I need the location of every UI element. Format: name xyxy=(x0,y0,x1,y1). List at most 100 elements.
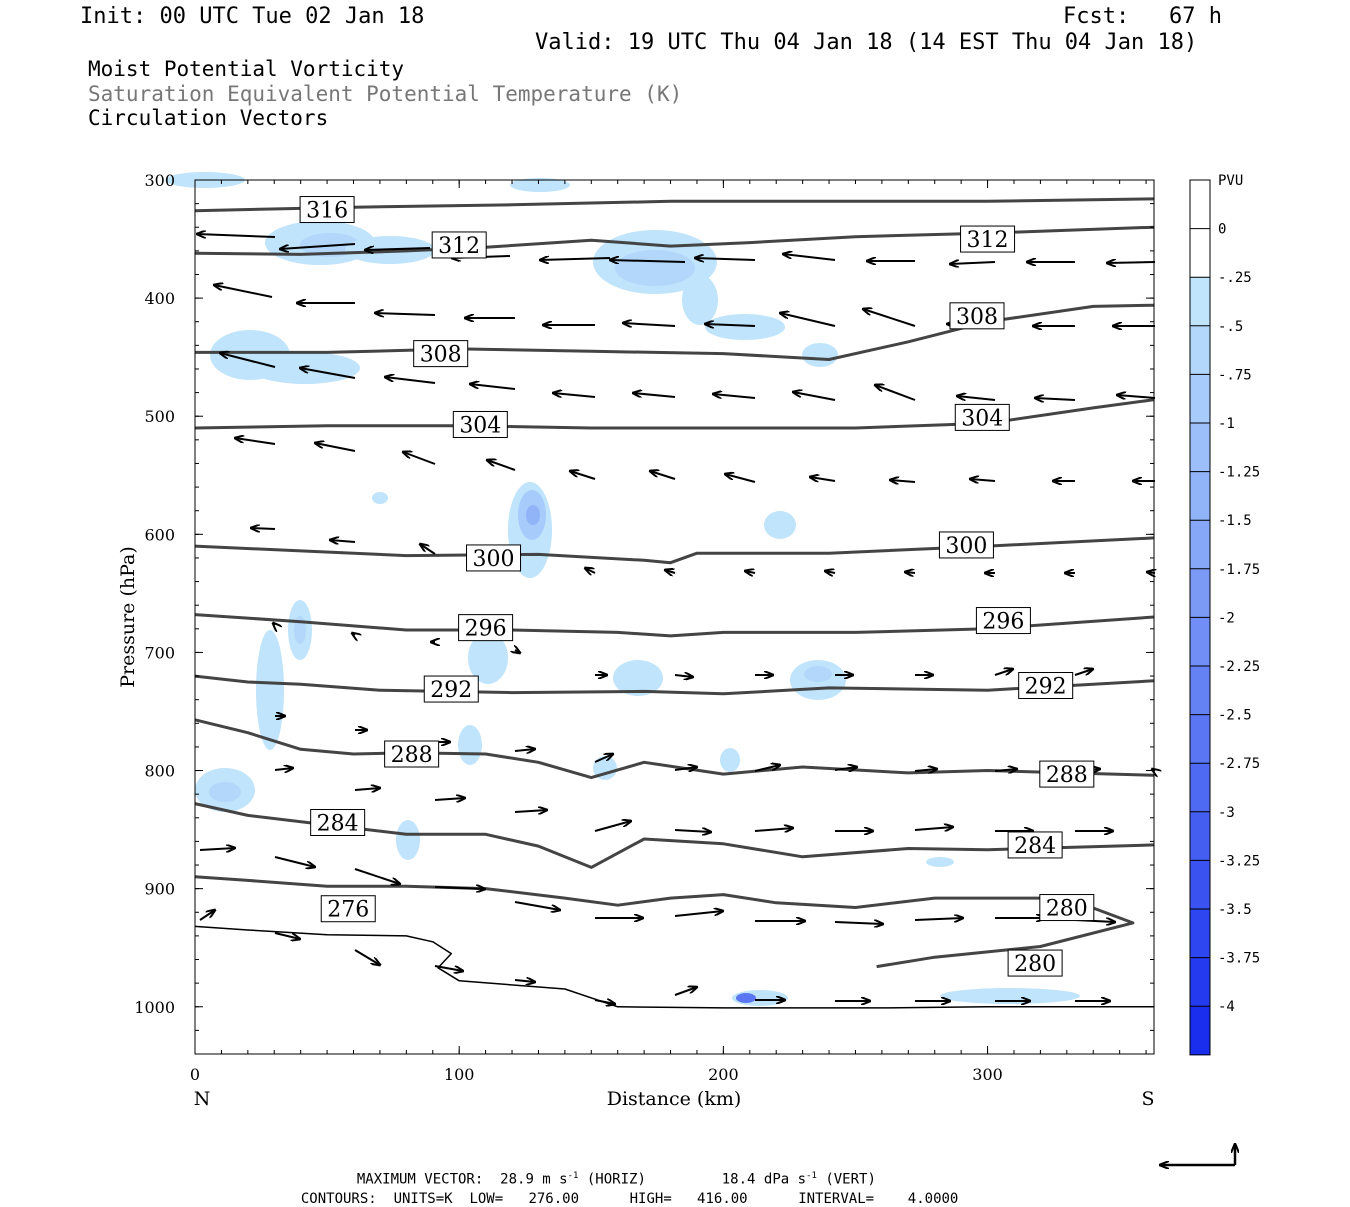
contour-label-292-right: 292 xyxy=(1025,675,1067,700)
valid-time: Valid: 19 UTC Thu 04 Jan 18 (14 EST Thu … xyxy=(535,30,1198,55)
contour-label-288-right: 288 xyxy=(1046,763,1088,788)
max-vector-vert-exp: -1 xyxy=(806,1171,817,1181)
circulation-vector xyxy=(780,313,836,327)
x-tick-label: 200 xyxy=(708,1065,739,1084)
theta-e-contour-304 xyxy=(194,398,1155,430)
circulation-vector xyxy=(274,768,293,770)
circulation-vector xyxy=(197,234,276,237)
colorbar-swatch xyxy=(1189,616,1211,667)
circulation-vector xyxy=(674,987,697,996)
x-tick-label: 100 xyxy=(444,1065,475,1084)
circulation-vector xyxy=(970,479,996,481)
colorbar-swatch xyxy=(1189,568,1211,618)
y-tick-label: 900 xyxy=(144,880,175,899)
max-vector-vert: 18.4 dPa s xyxy=(721,1171,807,1188)
colorbar-swatch xyxy=(1189,471,1211,521)
pv-colorbar: 0 -.25 -.5 -.75 -1 -1.25 -1.5 -1.75 -2 -2.25 -2.5 -… xyxy=(1189,179,1260,1056)
circulation-vector xyxy=(674,830,711,832)
contour-label-308: 308 xyxy=(420,343,462,368)
mpv-blob xyxy=(615,250,695,286)
mpv-blob xyxy=(613,660,663,696)
theta-e-contours xyxy=(194,197,1155,1009)
contour-label-312-right: 312 xyxy=(967,228,1009,253)
mpv-blob xyxy=(468,632,508,684)
circulation-vector xyxy=(695,258,756,260)
circulation-vector xyxy=(570,471,596,480)
colorbar-label: -1.25 xyxy=(1218,465,1260,481)
circulation-vector xyxy=(514,810,547,812)
mpv-blob xyxy=(510,178,570,192)
contours-low: LOW= 276.00 xyxy=(469,1191,580,1207)
circulation-vector xyxy=(623,323,676,326)
theta-e-contour-300 xyxy=(194,536,1155,565)
circulation-vector xyxy=(950,262,996,264)
colorbar-label: -2.25 xyxy=(1218,659,1260,675)
y-tick-label: 300 xyxy=(144,171,175,190)
circulation-vector xyxy=(914,827,953,830)
contour-label-308-right: 308 xyxy=(956,305,998,330)
colorbar-label: -3.25 xyxy=(1218,853,1260,869)
circulation-vector xyxy=(905,572,916,573)
colorbar-swatch xyxy=(1189,373,1211,424)
colorbar-swatch xyxy=(1190,180,1210,229)
circulation-vector xyxy=(793,392,836,401)
x-tick-label: 0 xyxy=(190,1065,200,1084)
colorbar-label: -2.75 xyxy=(1218,756,1260,772)
circulation-vector xyxy=(274,932,300,939)
contour-label-280-right: 280 xyxy=(1014,952,1056,977)
theta-e-contour-276 xyxy=(194,925,1154,1009)
contour-label-312-right-box xyxy=(960,225,1016,253)
contour-label-280-right-box xyxy=(1007,949,1063,977)
circulation-vector xyxy=(994,769,1017,771)
circulation-vector xyxy=(220,353,276,368)
y-tick-label: 800 xyxy=(144,762,175,781)
contours-info: CONTOURS: UNITS=K LOW= 276.00 HIGH= 416.… xyxy=(284,1178,959,1207)
circulation-vector xyxy=(274,856,315,867)
max-vector-label: MAXIMUM VECTOR: xyxy=(356,1171,484,1188)
contour-label-300: 300 xyxy=(473,547,515,572)
contour-label-292: 292 xyxy=(430,678,472,703)
x-axis-title: Distance (km) xyxy=(607,1088,742,1110)
circulation-vector xyxy=(594,821,631,832)
max-vector-horiz: 28.9 m s xyxy=(500,1171,568,1188)
contour-labels: 316 312 312 308 308 304 304 300 300 296 296 292 292 2… xyxy=(299,196,1095,977)
axis-ticks xyxy=(194,179,1154,1055)
contour-label-304-box xyxy=(452,410,508,438)
colorbar-swatch xyxy=(1189,422,1211,473)
field-title-mpv: Moist Potential Vorticity xyxy=(88,57,405,81)
x-tick-label: 300 xyxy=(972,1065,1003,1084)
mpv-blob xyxy=(372,492,388,504)
colorbar-swatch xyxy=(1189,908,1211,959)
mpv-blob xyxy=(926,857,954,867)
circulation-vector xyxy=(470,384,516,390)
theta-e-contour-288 xyxy=(194,718,1155,780)
circulation-vector xyxy=(1107,262,1156,263)
circulation-vector xyxy=(300,368,356,379)
circulation-vector xyxy=(385,377,436,384)
colorbar-swatch xyxy=(1190,228,1210,278)
circulation-vector xyxy=(834,922,883,924)
circulation-vector xyxy=(352,633,355,635)
contour-label-296-right: 296 xyxy=(982,610,1024,635)
colorbar-label: -1.5 xyxy=(1218,513,1252,529)
circulation-vector xyxy=(810,477,836,481)
y-tick-label: 500 xyxy=(144,407,175,426)
circulation-vector xyxy=(514,980,535,982)
theta-e-contour-312 xyxy=(194,225,1155,256)
contours-label: CONTOURS: xyxy=(300,1191,377,1207)
contour-label-284-right: 284 xyxy=(1014,834,1056,859)
colorbar-swatch xyxy=(1189,714,1211,764)
circulation-vector xyxy=(365,248,431,250)
colorbar-swatch xyxy=(1189,325,1211,375)
colorbar-swatch xyxy=(1189,762,1211,813)
circulation-vector xyxy=(594,754,613,763)
mpv-blob xyxy=(940,988,1080,1004)
mpv-blob xyxy=(736,993,756,1003)
circulation-vector xyxy=(434,965,463,971)
contour-label-296-box xyxy=(458,614,514,642)
colorbar-swatch xyxy=(1189,1005,1211,1056)
colorbar-label: -2.5 xyxy=(1218,708,1252,724)
circulation-vector xyxy=(280,243,356,249)
max-vector-info: MAXIMUM VECTOR: 28.9 m s-1 (HORIZ) 18.4 … xyxy=(340,1158,876,1187)
